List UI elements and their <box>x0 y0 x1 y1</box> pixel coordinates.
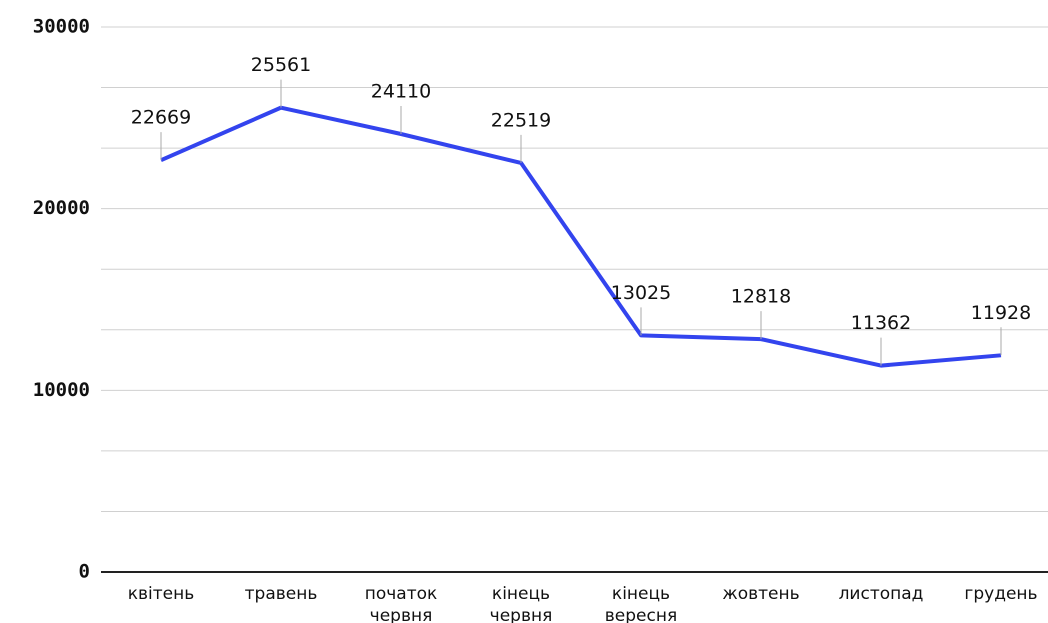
data-label: 11928 <box>971 302 1031 324</box>
data-label: 13025 <box>611 282 671 304</box>
data-label: 12818 <box>731 286 791 308</box>
data-label: 25561 <box>251 54 311 76</box>
x-tick-label: кінець червня <box>490 584 553 623</box>
x-tick-label: початок червня <box>365 584 438 623</box>
y-tick-label: 30000 <box>33 16 90 38</box>
data-label: 22669 <box>131 107 191 129</box>
data-line <box>160 105 1002 368</box>
x-tick-label: грудень <box>964 584 1037 604</box>
x-tick-label: листопад <box>839 584 924 604</box>
y-tick-label: 10000 <box>33 379 90 401</box>
data-label: 24110 <box>371 81 431 103</box>
y-tick-label: 20000 <box>33 197 90 219</box>
x-tick-label: травень <box>245 584 318 604</box>
x-tick-label: жовтень <box>722 584 799 604</box>
x-tick-label: кінець вересня <box>605 584 677 623</box>
x-tick-label: квітень <box>128 584 195 604</box>
data-label: 11362 <box>851 312 911 334</box>
y-tick-label: 0 <box>79 561 90 583</box>
data-label: 22519 <box>491 109 551 131</box>
